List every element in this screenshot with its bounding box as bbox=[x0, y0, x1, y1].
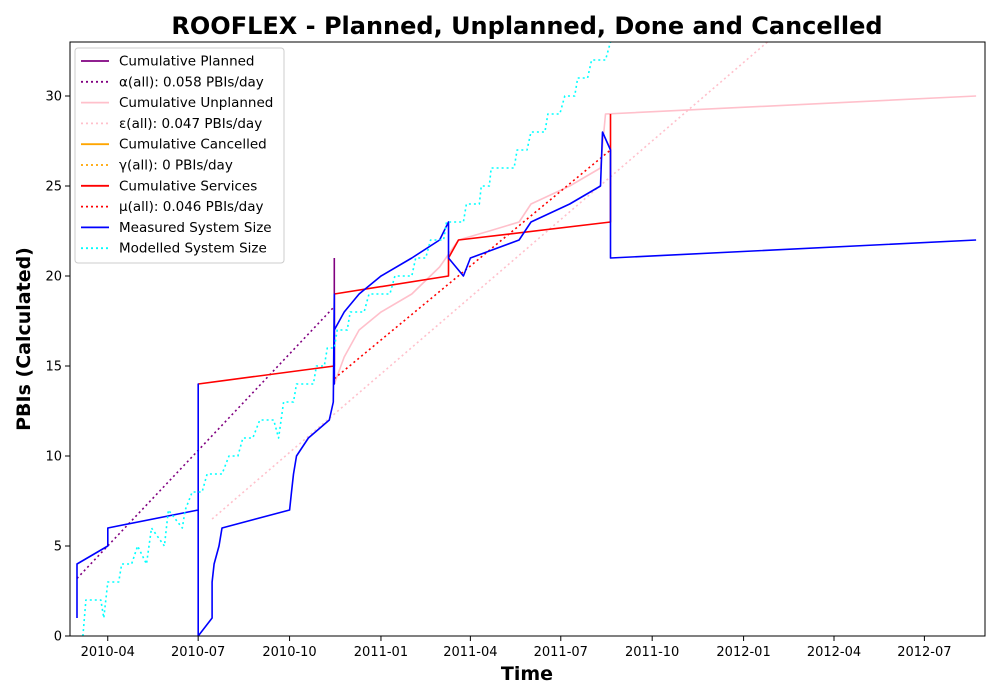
legend-entry: Cumulative Unplanned bbox=[119, 95, 273, 111]
legend-entry: Cumulative Cancelled bbox=[119, 137, 267, 153]
x-tick-label: 2011-04 bbox=[443, 645, 497, 660]
legend-entry: α(all): 0.058 PBIs/day bbox=[119, 74, 264, 90]
x-tick-label: 2010-07 bbox=[171, 645, 225, 660]
y-tick-label: 0 bbox=[54, 630, 62, 645]
y-tick-label: 5 bbox=[54, 540, 62, 555]
legend-entry: Modelled System Size bbox=[119, 241, 267, 257]
y-tick-label: 25 bbox=[45, 180, 62, 195]
x-tick-label: 2011-01 bbox=[354, 645, 408, 660]
x-tick-label: 2010-04 bbox=[81, 645, 135, 660]
plot-frame bbox=[69, 41, 986, 637]
x-tick-label: 2012-07 bbox=[897, 645, 951, 660]
y-tick-label: 20 bbox=[45, 270, 62, 285]
x-axis: 2010-04 2010-07 2010-10 2011-01 2011-04 2011-… bbox=[81, 636, 952, 660]
legend-entry: Measured System Size bbox=[119, 220, 272, 236]
legend-entry: ε(all): 0.047 PBIs/day bbox=[119, 116, 262, 132]
x-tick-label: 2011-07 bbox=[534, 645, 588, 660]
x-tick-label: 2011-10 bbox=[625, 645, 679, 660]
x-tick-label: 2010-10 bbox=[262, 645, 316, 660]
y-axis-label: PBIs (Calculated) bbox=[13, 247, 35, 431]
series-layer bbox=[76, 42, 977, 636]
x-tick-label: 2012-01 bbox=[716, 645, 770, 660]
x-axis-label: Time bbox=[501, 663, 553, 685]
legend-entry: Cumulative Planned bbox=[119, 54, 255, 70]
legend-entry: γ(all): 0 PBIs/day bbox=[119, 158, 233, 174]
y-tick-label: 30 bbox=[45, 90, 62, 105]
legend-box bbox=[74, 47, 285, 264]
series-line-8 bbox=[76, 131, 977, 636]
series-line-1 bbox=[76, 306, 335, 579]
y-tick-label: 10 bbox=[45, 450, 62, 465]
series-line-9 bbox=[82, 42, 612, 636]
series-line-2 bbox=[333, 95, 977, 385]
chart-title: ROOFLEX - Planned, Unplanned, Done and C… bbox=[171, 12, 882, 40]
y-axis: 0 5 10 15 20 25 30 bbox=[45, 90, 70, 645]
legend-entry: Cumulative Services bbox=[119, 178, 257, 194]
x-tick-label: 2012-04 bbox=[807, 645, 861, 660]
legend: Cumulative Planned α(all): 0.058 PBIs/day… bbox=[74, 47, 285, 264]
series-line-3 bbox=[211, 42, 768, 520]
legend-entry: μ(all): 0.046 PBIs/day bbox=[119, 199, 263, 215]
y-tick-label: 15 bbox=[45, 360, 62, 375]
series-line-7 bbox=[333, 149, 612, 380]
